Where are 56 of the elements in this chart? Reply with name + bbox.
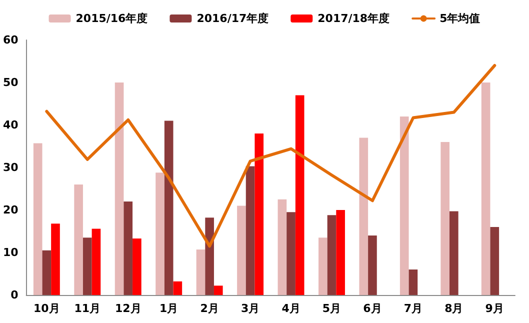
legend-label: 5年均值 [440,12,480,25]
y-tick-label: 60 [2,34,19,46]
bar [124,202,133,295]
bar [336,210,345,295]
bar [82,238,92,295]
x-tick-label: 11月 [74,302,101,315]
y-tick-label: 30 [2,161,19,174]
bar [490,227,500,295]
x-tick-label: 10月 [34,302,60,315]
y-tick-label: 40 [2,118,19,132]
bar [327,215,336,295]
bar [481,82,490,295]
bar [42,250,52,295]
x-tick-label: 4月 [282,302,300,315]
y-tick-label: 10 [2,246,19,259]
legend-label: 2016/17年度 [196,12,269,25]
bar [246,166,255,295]
y-tick-label: 50 [2,76,19,89]
bar [359,138,368,295]
bar [33,143,42,295]
bar [450,211,458,295]
bar [164,120,174,295]
bar [318,238,328,295]
legend-label: 2015/16年度 [76,12,148,25]
x-tick-label: 3月 [240,302,260,315]
bar [114,82,124,295]
x-tick-label: 8月 [444,302,464,315]
x-tick-label: 9月 [485,302,504,315]
bar [254,134,264,295]
bar [196,250,206,295]
bar [156,172,164,295]
bar [440,142,450,295]
y-tick-label: 20 [2,204,19,216]
x-tick-label: 7月 [404,302,423,315]
line-series [45,64,496,248]
bar [74,184,83,295]
bar [205,218,214,295]
bar [368,236,377,295]
x-tick-label: 6月 [363,302,382,315]
bar [286,212,296,295]
bar [132,238,142,295]
bar [214,286,223,295]
bar [51,224,60,295]
bar [400,116,409,295]
bar [92,228,101,295]
y-tick-label: 0 [10,288,19,302]
bar [237,206,246,295]
legend-label: 2017/18年度 [318,12,390,25]
bar [173,281,182,295]
bar [295,95,304,295]
bar [278,199,287,295]
x-tick-label: 5月 [322,302,342,315]
bar [408,270,418,295]
x-tick-label: 1月 [160,302,178,315]
x-tick-label: 12月 [114,302,142,315]
x-tick-label: 2月 [200,302,219,315]
